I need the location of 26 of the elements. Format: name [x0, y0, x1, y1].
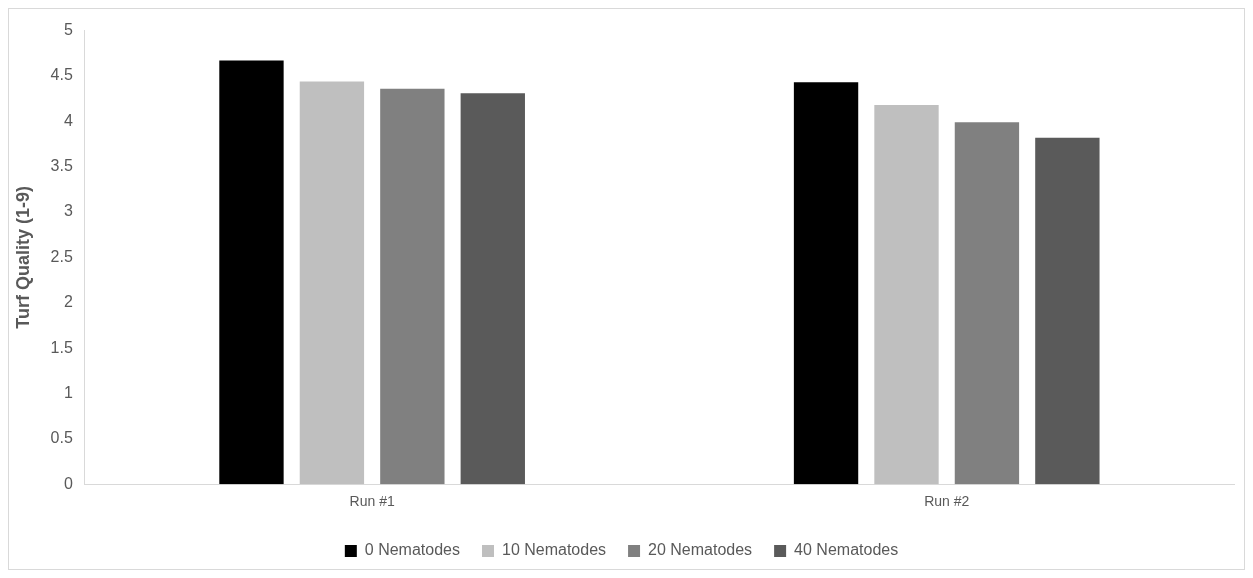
y-tick-label: 0: [63, 474, 73, 492]
x-tick-label: Run #1: [349, 493, 395, 510]
bar: [380, 88, 445, 485]
y-tick-label: 1: [63, 383, 73, 401]
y-tick-label: 1.5: [50, 338, 73, 356]
legend-label: 40 Nematodes: [794, 541, 899, 559]
y-tick-label: 4: [63, 111, 73, 129]
y-tick-label: 4.5: [50, 66, 73, 84]
legend-label: 0 Nematodes: [364, 541, 460, 559]
legend-label: 10 Nematodes: [501, 541, 607, 559]
legend-label: 20 Nematodes: [648, 541, 753, 559]
y-tick-label: 2.5: [50, 247, 73, 265]
y-tick-label: 3: [63, 202, 73, 220]
bar: [954, 122, 1020, 485]
bar: [874, 104, 939, 485]
y-tick-label: 3.5: [50, 157, 73, 175]
y-axis-title: Turf Quality (1-9): [12, 186, 33, 329]
bar: [219, 60, 284, 485]
bar: [793, 82, 859, 485]
x-tick-label: Run #2: [924, 493, 970, 510]
bar: [460, 93, 525, 485]
y-tick-label: 5: [63, 21, 73, 39]
bar: [1035, 137, 1100, 485]
y-tick-label: 0.5: [50, 429, 73, 447]
bar: [299, 81, 365, 485]
y-tick-label: 2: [63, 293, 73, 311]
